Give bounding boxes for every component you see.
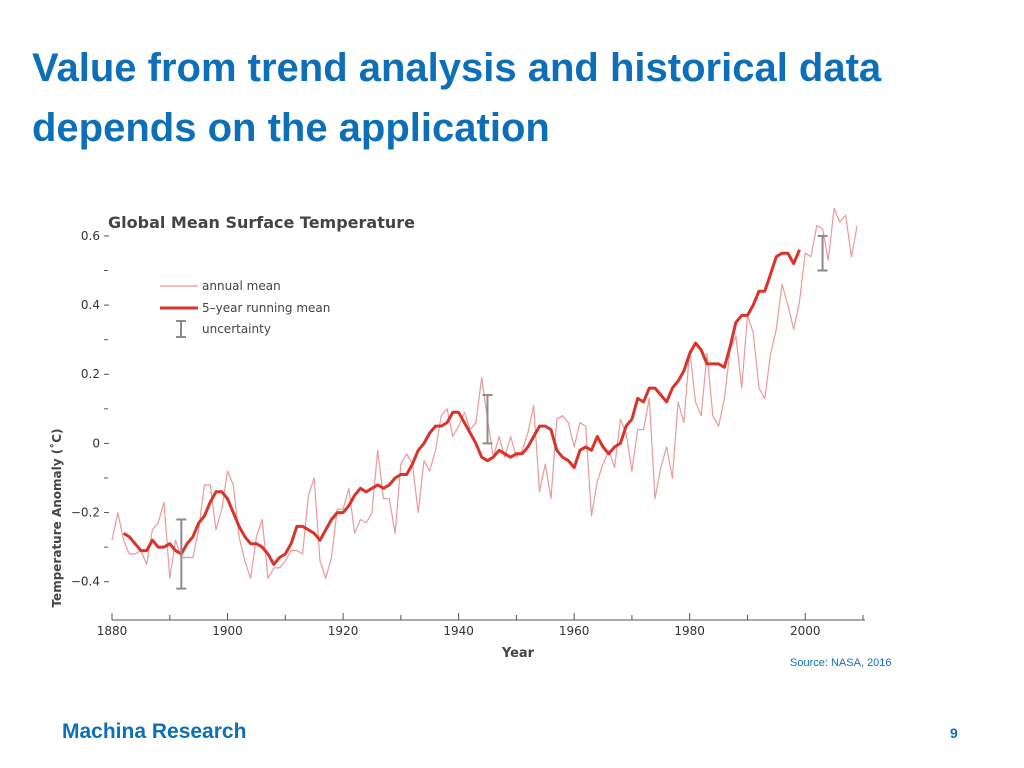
y-tick-label: 0.4: [81, 298, 100, 312]
legend-running-label: 5–year running mean: [202, 301, 330, 315]
y-tick-label: −0.4: [71, 575, 100, 589]
chart-legend: annual mean 5–year running mean uncertai…: [160, 279, 330, 338]
slide-title-line-2: depends on the application: [32, 106, 550, 150]
y-tick-label: 0.6: [81, 229, 100, 243]
running-mean-line: [122, 249, 801, 566]
legend-uncertainty-icon: [176, 320, 186, 338]
footer-brand: Machina Research: [62, 720, 247, 743]
uncertainty-bar: [176, 518, 187, 590]
y-tick-label: 0.2: [81, 367, 100, 381]
slide-title: Value from trend analysis and historical…: [32, 38, 1002, 158]
x-tick-label: 2000: [790, 624, 821, 638]
y-axis: 0.6 0.4 0.2 0 −0.2 −0.4: [71, 229, 109, 589]
temperature-chart: Global Mean Surface Temperature Year Tem…: [40, 200, 930, 670]
y-tick-label: −0.2: [71, 506, 100, 520]
x-tick-label: 1960: [559, 624, 590, 638]
legend-annual-label: annual mean: [202, 279, 281, 293]
uncertainty-bar: [817, 234, 828, 272]
x-tick-label: 1920: [328, 624, 359, 638]
x-axis-label: Year: [501, 646, 535, 661]
page-number: 9: [950, 725, 958, 741]
y-tick-label: 0: [92, 436, 100, 450]
chart-title: Global Mean Surface Temperature: [108, 213, 415, 232]
uncertainty-bar: [482, 393, 493, 445]
x-tick-label: 1900: [212, 624, 243, 638]
legend-uncertainty-label: uncertainty: [202, 322, 271, 336]
x-axis: 1880 1900 1920 1940 1960 1980 2000: [97, 613, 865, 638]
x-tick-label: 1940: [443, 624, 474, 638]
annual-mean-line: [111, 207, 858, 579]
y-axis-label: Temperature Anomaly (˚C): [49, 428, 64, 607]
slide-title-line-1: Value from trend analysis and historical…: [32, 46, 882, 90]
uncertainty-bars: [176, 234, 828, 590]
source-note: Source: NASA, 2016: [790, 657, 892, 669]
x-tick-label: 1880: [97, 624, 128, 638]
x-tick-label: 1980: [674, 624, 705, 638]
plot-series: [111, 207, 858, 579]
chart-background: [40, 200, 930, 670]
